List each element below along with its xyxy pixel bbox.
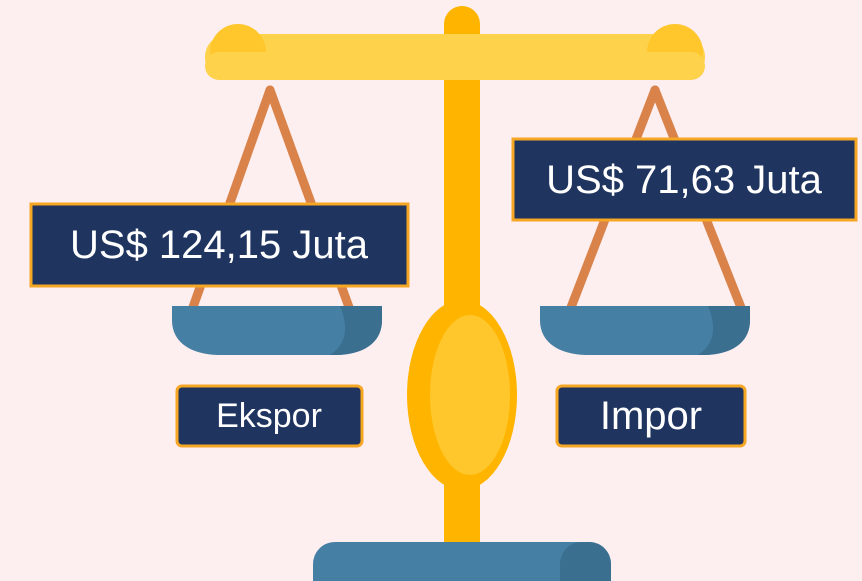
right-label: Impor — [600, 394, 702, 438]
right-value-label: US$ 71,63 Juta — [546, 158, 822, 202]
page: US$ 124,15 Juta US$ 71,63 Juta Ekspor Im… — [0, 0, 862, 581]
scale-bulb-highlight — [430, 315, 510, 475]
left-label: Ekspor — [216, 397, 322, 435]
left-value-label: US$ 124,15 Juta — [70, 223, 369, 267]
scale-base-shade — [560, 542, 611, 581]
balance-scale-infographic: US$ 124,15 Juta US$ 71,63 Juta Ekspor Im… — [0, 0, 862, 581]
scale-beam-front — [205, 52, 705, 80]
